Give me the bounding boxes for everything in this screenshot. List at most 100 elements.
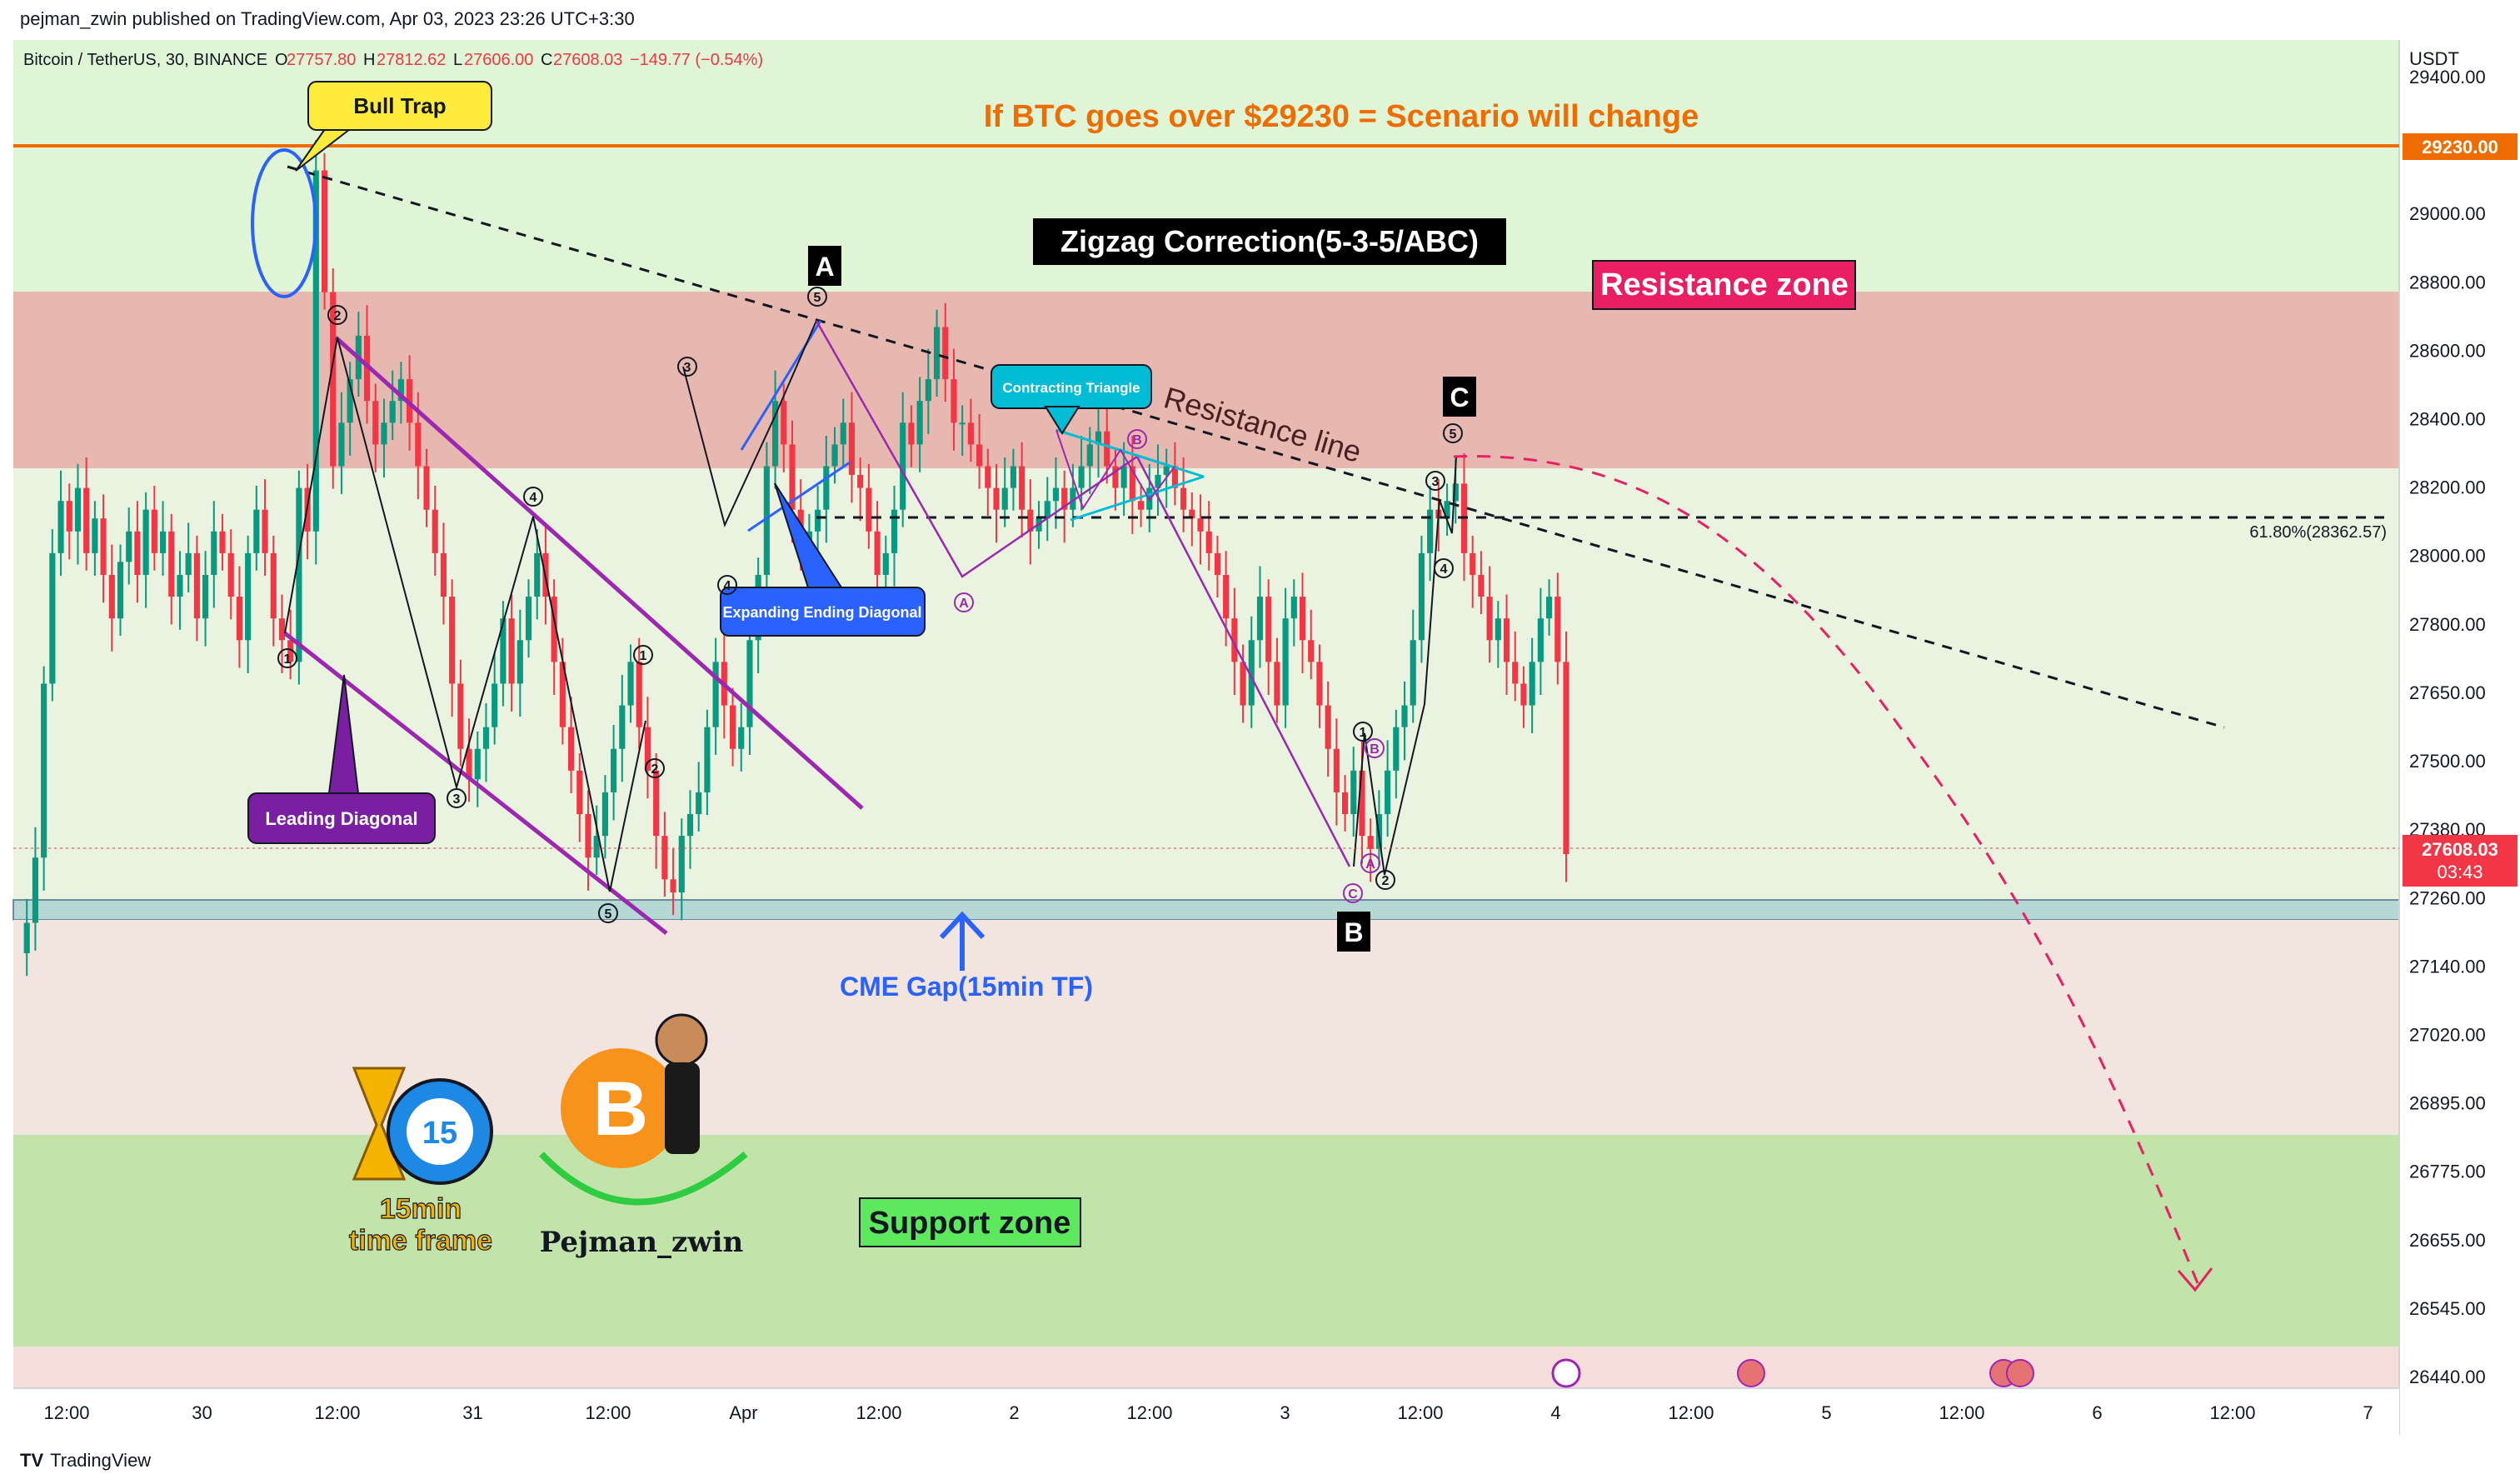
candle — [1019, 442, 1025, 538]
wave-a-box — [808, 246, 841, 286]
y-tick-label: 28200.00 — [2409, 477, 2486, 498]
wave-count-marker: B — [1365, 738, 1385, 758]
published-by-text: pejman_zwin published on TradingView.com… — [20, 8, 635, 29]
svg-text:A: A — [959, 597, 969, 611]
resistance-zone-band — [13, 292, 2399, 468]
candle — [696, 762, 702, 832]
candle — [576, 752, 583, 842]
candle — [908, 405, 915, 467]
candle — [993, 463, 1000, 543]
candle — [245, 536, 252, 673]
candle — [1512, 631, 1519, 702]
leading-diagonal-label: Leading Diagonal — [265, 808, 417, 829]
tradingview-logo-icon: TV — [20, 1450, 44, 1471]
leading-diagonal-pointer — [327, 674, 360, 794]
candle — [185, 522, 192, 592]
publication-bar: pejman_zwin published on TradingView.com… — [0, 0, 2520, 40]
timeframe-logo-number: 15 — [422, 1116, 457, 1151]
y-tick-label: 26775.00 — [2409, 1162, 2486, 1182]
fib-618-label: 61.80%(28362.57) — [2249, 523, 2387, 542]
candle — [1367, 818, 1374, 882]
candle — [1495, 601, 1501, 668]
svg-text:A: A — [1365, 857, 1375, 872]
candle — [389, 370, 396, 441]
candle — [653, 752, 660, 869]
timeframe-logo-line1: 15min — [380, 1193, 462, 1225]
candle — [1385, 740, 1391, 837]
candle — [1205, 501, 1212, 571]
projected-arrowhead — [2177, 1267, 2213, 1292]
candle — [1171, 442, 1178, 506]
candle — [151, 485, 157, 571]
candle — [23, 898, 30, 977]
candle — [933, 309, 941, 397]
candle — [474, 731, 481, 807]
bitcoin-icon — [561, 1048, 681, 1168]
x-tick-label: 6 — [2092, 1402, 2102, 1423]
wave-count-marker: C — [1343, 883, 1363, 903]
candle — [1393, 709, 1400, 799]
timeframe-logo-line2: time frame — [349, 1225, 492, 1257]
price-axis[interactable] — [2399, 40, 2520, 1435]
candle — [985, 448, 991, 516]
zigzag-abc-path — [815, 320, 1351, 867]
contracting-triangle-label: Contracting Triangle — [1002, 380, 1140, 396]
support-zone-box — [859, 1197, 1081, 1247]
bull-trap-label: Bull Trap — [353, 93, 446, 118]
candle — [1010, 448, 1017, 511]
bull-trap-circle — [251, 148, 317, 298]
candle — [900, 392, 906, 527]
svg-text:1: 1 — [1360, 726, 1367, 740]
x-tick-label: 12:00 — [1126, 1402, 1172, 1423]
x-tick-label: 12:00 — [2209, 1402, 2255, 1423]
svg-text:4: 4 — [530, 491, 537, 505]
candle — [661, 812, 668, 897]
candle — [142, 492, 149, 608]
y-tick-label: 27140.00 — [2409, 956, 2486, 977]
candle — [134, 501, 141, 603]
time-axis[interactable] — [13, 1388, 2399, 1435]
candle — [278, 594, 286, 673]
timeframe-logo: 15 15min time frame — [348, 1067, 493, 1257]
candle — [100, 494, 107, 603]
candle — [168, 513, 175, 625]
svg-text:B: B — [1132, 433, 1142, 447]
candle — [1240, 644, 1246, 723]
leading-diagonal — [283, 336, 864, 935]
ohlc-legend: Bitcoin / TetherUS, 30, BINANCE O 27757.… — [23, 51, 763, 69]
x-tick-label: 4 — [1550, 1402, 1560, 1423]
candle — [1333, 718, 1340, 826]
wave-count-marker: 2 — [1375, 870, 1395, 890]
candle — [296, 470, 302, 685]
candle — [1554, 572, 1561, 685]
contracting-triangle — [1055, 428, 1205, 522]
candle — [1418, 536, 1425, 663]
candle — [211, 501, 217, 608]
last-price-value: 27608.03 — [2422, 839, 2498, 860]
candle — [551, 579, 557, 696]
candle — [270, 536, 277, 647]
svg-text:B: B — [1370, 742, 1380, 757]
event-icon-lightning[interactable] — [1551, 1358, 1581, 1388]
close-label: C — [541, 51, 552, 69]
candle — [482, 702, 490, 782]
svg-text:2: 2 — [651, 762, 659, 777]
event-icon-us-flag-3[interactable] — [2006, 1359, 2034, 1387]
candle — [1478, 551, 1485, 614]
candle — [253, 485, 260, 571]
projected-decline-path — [1453, 455, 2201, 1288]
event-icon-us-flag[interactable] — [1737, 1359, 1765, 1387]
bar-countdown: 03:43 — [2437, 862, 2483, 882]
scenario-warning: If BTC goes over $29230 = Scenario will … — [984, 99, 1699, 134]
candle — [593, 805, 600, 876]
wave-count-marker: A — [1360, 853, 1380, 873]
candle — [840, 398, 846, 467]
candle — [1486, 566, 1493, 663]
candle — [32, 827, 38, 951]
resistance-zone-box — [1592, 260, 1856, 310]
candle — [457, 659, 464, 767]
wave-count-marker: 1 — [1353, 722, 1373, 742]
level-price-tag — [2403, 133, 2518, 160]
candles — [23, 140, 1569, 977]
